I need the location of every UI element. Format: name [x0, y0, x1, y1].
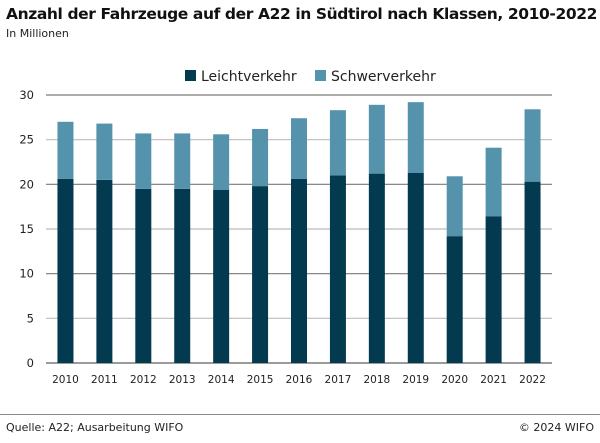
copyright: © 2024 WIFO	[518, 421, 594, 434]
y-tick-label: 10	[19, 267, 34, 281]
legend-label-leichtverkehr: Leichtverkehr	[201, 69, 297, 85]
chart-subtitle: In Millionen	[6, 27, 69, 40]
bar-leichtverkehr-2016	[291, 178, 307, 363]
x-tick-label: 2017	[325, 374, 352, 386]
x-tick-label: 2014	[208, 374, 235, 386]
source-note: Quelle: A22; Ausarbeitung WIFO	[6, 421, 184, 434]
bar-schwerverkehr-2018	[368, 104, 385, 174]
legend-label-schwerverkehr: Schwerverkehr	[331, 69, 436, 85]
bar-leichtverkehr-2015	[252, 186, 269, 363]
x-tick-label: 2019	[402, 374, 429, 386]
bar-schwerverkehr-2010	[57, 121, 74, 179]
x-tick-label: 2021	[480, 374, 507, 386]
y-tick-label: 20	[19, 177, 34, 191]
x-tick-label: 2022	[519, 374, 546, 386]
bar-leichtverkehr-2019	[407, 172, 424, 363]
bar-schwerverkehr-2017	[329, 110, 346, 176]
y-tick-label: 5	[27, 311, 34, 325]
x-tick-label: 2013	[169, 374, 196, 386]
bar-schwerverkehr-2015	[252, 128, 269, 187]
chart-svg: 0 5 10 15 20 25 30 2010 2011 2012 2013 2014 2015 2016…	[19, 69, 552, 386]
x-tick-label: 2016	[286, 374, 313, 386]
bar-leichtverkehr-2022	[524, 181, 541, 363]
bar-leichtverkehr-2021	[485, 216, 502, 363]
bar-leichtverkehr-2014	[213, 189, 230, 363]
bar-leichtverkehr-2010	[57, 178, 74, 363]
bar-leichtverkehr-2012	[135, 188, 152, 363]
bar-leichtverkehr-2020	[446, 236, 463, 363]
bar-schwerverkehr-2011	[96, 123, 113, 180]
bar-leichtverkehr-2018	[368, 173, 385, 363]
bar-schwerverkehr-2016	[291, 118, 307, 179]
x-tick-label: 2020	[441, 374, 468, 386]
y-tick-label: 30	[19, 88, 34, 102]
bar-schwerverkehr-2022	[524, 109, 541, 182]
y-tick-label: 15	[19, 222, 34, 236]
bar-schwerverkehr-2019	[407, 102, 424, 173]
footer-divider	[0, 414, 600, 415]
legend-swatch-leichtverkehr	[185, 70, 196, 81]
bar-schwerverkehr-2012	[135, 133, 152, 189]
bar-leichtverkehr-2017	[329, 175, 346, 363]
legend-swatch-schwerverkehr	[315, 70, 326, 81]
x-tick-label: 2011	[91, 374, 118, 386]
bar-leichtverkehr-2013	[174, 188, 191, 363]
y-tick-label: 25	[19, 133, 34, 147]
bar-schwerverkehr-2020	[446, 176, 463, 237]
bar-schwerverkehr-2014	[213, 134, 230, 190]
bar-schwerverkehr-2013	[174, 133, 191, 189]
y-tick-label: 0	[27, 356, 34, 370]
x-tick-label: 2015	[247, 374, 274, 386]
bar-schwerverkehr-2021	[485, 147, 502, 217]
bar-leichtverkehr-2011	[96, 179, 113, 363]
x-tick-label: 2018	[363, 374, 390, 386]
x-tick-label: 2012	[130, 374, 157, 386]
chart-title: Anzahl der Fahrzeuge auf der A22 in Südt…	[6, 5, 597, 23]
x-tick-label: 2010	[52, 374, 79, 386]
